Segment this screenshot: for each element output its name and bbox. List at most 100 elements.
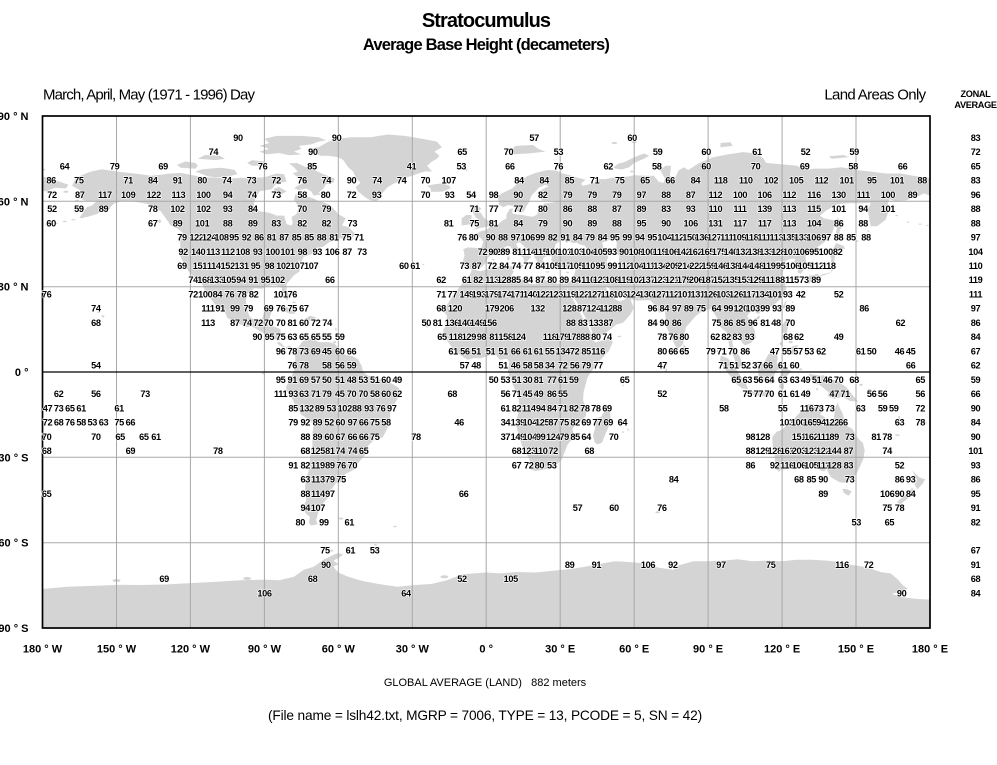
svg-text:65: 65 (311, 332, 321, 342)
svg-text:86: 86 (254, 233, 264, 243)
svg-text:30: 30 (523, 375, 533, 385)
svg-text:80: 80 (469, 233, 479, 243)
svg-text:165: 165 (803, 418, 818, 428)
svg-text:114: 114 (522, 247, 537, 257)
svg-text:81: 81 (489, 218, 499, 228)
svg-text:75: 75 (766, 560, 776, 570)
svg-text:112: 112 (665, 290, 679, 300)
svg-text:105: 105 (569, 261, 584, 271)
svg-text:59: 59 (878, 403, 888, 413)
svg-text:72: 72 (253, 318, 263, 328)
svg-text:144: 144 (827, 446, 843, 456)
svg-text:68: 68 (794, 475, 804, 485)
svg-text:71: 71 (717, 346, 727, 356)
svg-text:61: 61 (114, 403, 124, 413)
svg-text:87: 87 (548, 418, 558, 428)
svg-text:117: 117 (742, 290, 756, 300)
svg-text:62: 62 (392, 389, 402, 399)
svg-text:47: 47 (657, 361, 667, 371)
svg-text:88: 88 (317, 233, 327, 243)
svg-text:76: 76 (297, 176, 307, 186)
svg-text:79: 79 (322, 204, 332, 214)
svg-text:85: 85 (511, 275, 521, 285)
svg-text:51: 51 (335, 375, 345, 385)
svg-text:61: 61 (462, 275, 472, 285)
svg-text:111: 111 (757, 233, 771, 243)
svg-text:93: 93 (686, 204, 696, 214)
svg-text:68: 68 (585, 446, 595, 456)
svg-text:91: 91 (288, 460, 298, 470)
svg-text:50: 50 (489, 375, 499, 385)
svg-text:128: 128 (771, 247, 786, 257)
svg-text:87: 87 (844, 446, 854, 456)
svg-text:85: 85 (807, 475, 817, 485)
svg-text:88: 88 (352, 403, 362, 413)
svg-text:90: 90 (619, 247, 629, 257)
svg-text:60: 60 (335, 346, 345, 356)
svg-text:69: 69 (299, 375, 309, 385)
svg-text:138: 138 (747, 247, 762, 257)
svg-text:64: 64 (765, 375, 776, 385)
svg-text:0 °: 0 ° (479, 644, 493, 656)
svg-text:128: 128 (562, 304, 577, 314)
svg-text:72: 72 (524, 460, 534, 470)
svg-text:53: 53 (370, 546, 380, 556)
svg-text:63: 63 (299, 389, 309, 399)
svg-text:46: 46 (511, 361, 521, 371)
svg-text:81: 81 (433, 318, 443, 328)
svg-text:118: 118 (601, 290, 615, 300)
svg-text:71: 71 (558, 403, 568, 413)
svg-text:60: 60 (336, 418, 346, 428)
svg-text:66: 66 (359, 432, 369, 442)
svg-text:56: 56 (501, 389, 511, 399)
svg-text:116: 116 (835, 560, 849, 570)
svg-text:45: 45 (906, 346, 916, 356)
svg-text:134: 134 (556, 346, 572, 356)
svg-text:94: 94 (236, 275, 247, 285)
svg-text:86: 86 (46, 176, 56, 186)
svg-text:105: 105 (593, 247, 608, 257)
svg-text:73: 73 (54, 403, 64, 413)
svg-text:47: 47 (770, 346, 780, 356)
svg-text:85: 85 (288, 403, 298, 413)
svg-text:108: 108 (236, 247, 251, 257)
svg-text:51: 51 (512, 375, 522, 385)
svg-text:52: 52 (457, 574, 467, 584)
svg-text:88: 88 (861, 233, 871, 243)
svg-text:149: 149 (511, 432, 526, 442)
svg-text:86: 86 (971, 318, 981, 328)
svg-text:102: 102 (170, 204, 185, 214)
svg-text:79: 79 (325, 475, 335, 485)
svg-text:37: 37 (752, 361, 762, 371)
svg-text:72: 72 (271, 176, 281, 186)
svg-text:95: 95 (971, 489, 981, 499)
svg-text:94: 94 (858, 204, 869, 214)
svg-text:72: 72 (43, 418, 53, 428)
svg-text:50: 50 (322, 375, 332, 385)
svg-text:75: 75 (559, 418, 569, 428)
svg-text:34: 34 (545, 361, 556, 371)
svg-text:113: 113 (782, 204, 796, 214)
svg-text:71: 71 (436, 290, 446, 300)
svg-text:95: 95 (265, 332, 275, 342)
svg-text:84: 84 (547, 403, 558, 413)
svg-text:76: 76 (42, 290, 52, 300)
svg-text:152: 152 (221, 261, 236, 271)
svg-text:82: 82 (301, 460, 311, 470)
svg-text:133: 133 (794, 233, 809, 243)
svg-text:65: 65 (299, 332, 309, 342)
svg-text:97: 97 (672, 304, 682, 314)
svg-text:55: 55 (558, 389, 568, 399)
svg-text:82: 82 (322, 218, 332, 228)
svg-text:114: 114 (311, 489, 326, 499)
svg-text:50: 50 (867, 346, 877, 356)
svg-text:52: 52 (834, 290, 844, 300)
svg-text:97: 97 (325, 489, 335, 499)
svg-text:95: 95 (809, 247, 819, 257)
svg-text:95: 95 (647, 233, 657, 243)
svg-text:150 ° W: 150 ° W (97, 644, 137, 656)
svg-text:68: 68 (54, 418, 64, 428)
svg-text:88: 88 (580, 332, 590, 342)
svg-text:106: 106 (521, 233, 536, 243)
svg-text:60: 60 (627, 133, 637, 143)
